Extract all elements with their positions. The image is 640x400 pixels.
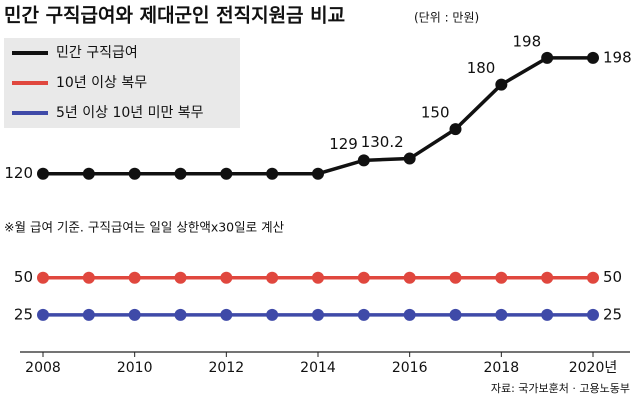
x-tick-label: 2008 [25,360,61,376]
data-point [266,308,279,321]
data-point [312,271,324,284]
data-point [357,271,370,284]
data-point [403,271,416,284]
chart-subtitle: (단위 : 만원) [414,11,479,25]
data-point [220,167,233,180]
data-point [82,308,95,321]
data-point [37,308,49,321]
data-point [37,167,49,180]
legend-label: 민간 구직급여 [56,45,138,61]
chart-title: 민간 구직급여와 제대군인 전직지원금 비교 [4,5,345,27]
data-point [220,308,233,321]
data-point [220,271,233,284]
x-tick-label: 2012 [209,360,245,376]
data-point [541,271,554,284]
data-point [449,271,462,284]
data-point [403,152,416,165]
data-label: 25 [14,305,33,323]
data-point [174,308,187,321]
data-point [541,51,554,64]
x-tick-label: 2016 [392,360,428,376]
data-label: 130.2 [361,133,404,151]
data-point [495,308,508,321]
data-point [174,167,187,180]
data-point [37,271,49,284]
source: 자료: 국가보훈처 · 고용노동부 [491,382,630,395]
data-point [174,271,187,284]
legend-label: 10년 이상 복무 [56,75,147,91]
data-point [312,308,324,321]
data-label: 198 [603,48,632,66]
data-label: 150 [421,104,450,122]
note: ※월 급여 기준. 구직급여는 일일 상한액x30일로 계산 [4,220,285,235]
data-point [357,308,370,321]
x-tick-label: 2010 [117,360,153,376]
data-point [312,167,324,180]
x-tick-label: 2014 [300,360,336,376]
legend-label: 5년 이상 10년 미만 복무 [56,105,204,121]
data-label: 129 [329,135,358,153]
data-point [128,167,141,180]
data-point [541,308,554,321]
data-label: 198 [513,32,542,50]
data-point [82,167,95,180]
x-tick-label: 2018 [484,360,520,376]
data-point [128,308,141,321]
data-label: 25 [603,305,622,323]
data-point [449,308,462,321]
data-point [449,123,462,136]
data-point [357,154,370,167]
data-point [266,271,279,284]
data-point [495,271,508,284]
data-label: 180 [467,59,496,77]
data-label: 50 [14,268,33,286]
data-point [587,51,599,64]
data-point [495,78,508,91]
data-label: 120 [4,164,33,182]
data-point [587,308,599,321]
data-point [82,271,95,284]
data-label: 50 [603,268,622,286]
data-point [587,271,599,284]
data-point [403,308,416,321]
data-point [266,167,279,180]
data-point [128,271,141,284]
x-tick-label: 2020년 [569,360,618,376]
